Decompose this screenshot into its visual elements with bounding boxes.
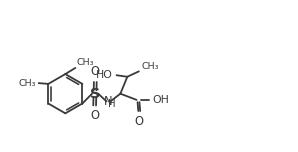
Text: OH: OH xyxy=(153,95,170,105)
Text: H: H xyxy=(108,99,116,109)
Text: CH₃: CH₃ xyxy=(18,79,36,88)
Text: S: S xyxy=(90,87,100,101)
Text: O: O xyxy=(135,115,144,128)
Text: O: O xyxy=(91,65,100,78)
Text: N: N xyxy=(104,95,113,108)
Text: CH₃: CH₃ xyxy=(141,62,159,71)
Text: O: O xyxy=(90,109,99,123)
Text: CH₃: CH₃ xyxy=(77,58,94,67)
Text: HO: HO xyxy=(96,70,113,80)
